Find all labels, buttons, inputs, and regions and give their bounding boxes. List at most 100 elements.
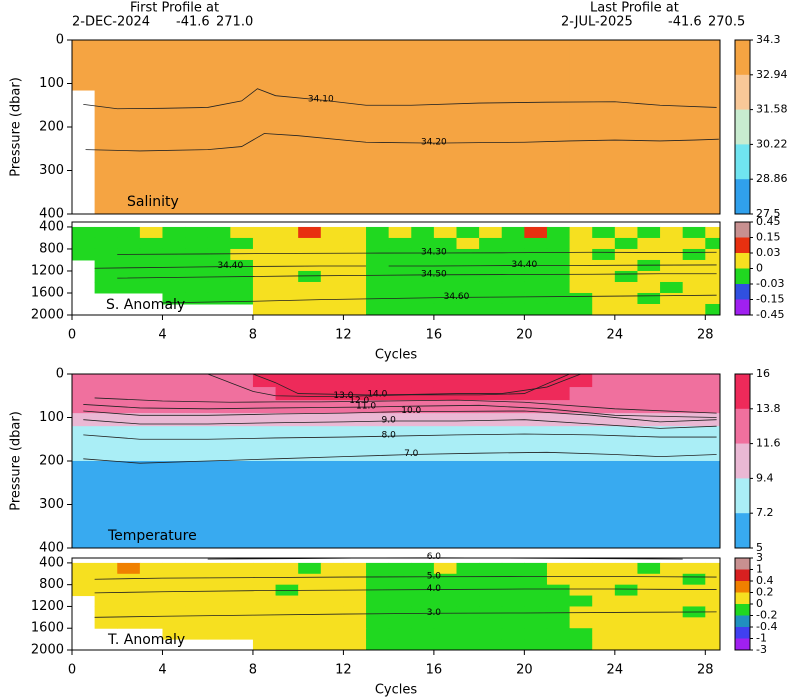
- cell: [366, 562, 390, 575]
- cell: [388, 562, 412, 575]
- cell: [94, 595, 118, 607]
- cell: [501, 595, 525, 607]
- cell: [411, 248, 435, 261]
- cell: [320, 439, 344, 462]
- cell: [162, 374, 186, 388]
- cell: [524, 237, 548, 250]
- cell: [366, 90, 390, 215]
- cell: [185, 606, 209, 618]
- cell: [117, 504, 141, 549]
- cell: [185, 387, 209, 401]
- cell: [682, 400, 706, 414]
- colorbar-swatch: [735, 253, 750, 269]
- cell: [388, 281, 412, 294]
- cell: [94, 504, 118, 549]
- cell: [207, 606, 231, 618]
- cell: [456, 639, 480, 651]
- cell: [592, 617, 616, 629]
- cell: [162, 292, 186, 305]
- cell: [524, 573, 548, 586]
- cell: [614, 374, 638, 388]
- cell: [614, 303, 638, 316]
- cell: [456, 40, 480, 91]
- cell: [72, 374, 96, 388]
- cell: [230, 281, 254, 294]
- cell: [682, 584, 706, 597]
- cell: [366, 606, 390, 618]
- cell: [343, 90, 367, 215]
- cell: [614, 90, 638, 215]
- cell: [139, 270, 163, 283]
- cell: [275, 606, 299, 618]
- cell: [569, 387, 593, 401]
- x-axis-label: Cycles: [375, 348, 418, 363]
- first-profile-lat: -41.6: [176, 15, 210, 30]
- cell: [660, 504, 684, 549]
- y-tick-label: 800: [39, 577, 64, 592]
- cell: [433, 504, 458, 549]
- colorbar-tick-label: -0.45: [756, 308, 784, 321]
- cell: [479, 270, 503, 283]
- cell: [94, 281, 118, 294]
- cell: [592, 562, 616, 575]
- cell: [501, 303, 525, 316]
- cell: [320, 248, 344, 261]
- cell: [388, 387, 412, 401]
- cell: [501, 562, 525, 575]
- cell: [433, 426, 458, 440]
- cell: [366, 504, 390, 549]
- cell: [275, 40, 299, 91]
- contour-line: [94, 265, 367, 269]
- cell: [660, 387, 684, 401]
- cell: [592, 426, 616, 440]
- cell: [298, 461, 322, 505]
- cell: [388, 628, 412, 640]
- cell: [456, 270, 480, 283]
- colorbar-swatch: [735, 627, 750, 639]
- cell: [524, 387, 548, 401]
- cell: [705, 237, 721, 250]
- cell: [637, 40, 661, 91]
- cell: [139, 504, 163, 549]
- cell: [207, 292, 231, 305]
- x-tick-label: 20: [516, 663, 533, 678]
- cell: [614, 617, 638, 629]
- cell: [252, 426, 277, 440]
- cell: [388, 639, 412, 651]
- cell: [705, 617, 721, 629]
- cell: [139, 439, 163, 462]
- cell: [524, 281, 548, 294]
- cell: [479, 504, 503, 549]
- last-profile-lat: -41.6: [668, 15, 702, 30]
- cell: [252, 595, 277, 607]
- cell: [592, 237, 616, 250]
- cell: [501, 292, 525, 305]
- cell: [614, 628, 638, 640]
- cell: [185, 439, 209, 462]
- contour-label: 6.0: [427, 552, 442, 562]
- contour-line: [162, 294, 717, 304]
- cell: [501, 584, 525, 597]
- cell: [592, 504, 616, 549]
- cell: [411, 573, 435, 586]
- cell: [592, 40, 616, 91]
- cell: [660, 292, 684, 305]
- cell: [185, 400, 209, 414]
- colorbar-tick-label: -1: [756, 632, 767, 645]
- cell: [162, 461, 186, 505]
- cell: [252, 259, 277, 272]
- cell: [614, 281, 638, 294]
- cell: [72, 40, 96, 91]
- cell: [388, 400, 412, 414]
- colorbar-tick-label: 1: [756, 563, 763, 576]
- colorbar-swatch: [735, 179, 750, 215]
- cell: [569, 562, 593, 575]
- cell: [320, 303, 344, 316]
- y-tick-label: 400: [39, 541, 64, 556]
- cell: [705, 504, 721, 549]
- cell: [569, 461, 593, 505]
- contour-line: [83, 433, 717, 440]
- cell: [479, 562, 503, 575]
- cell: [343, 439, 367, 462]
- cell: [388, 270, 412, 283]
